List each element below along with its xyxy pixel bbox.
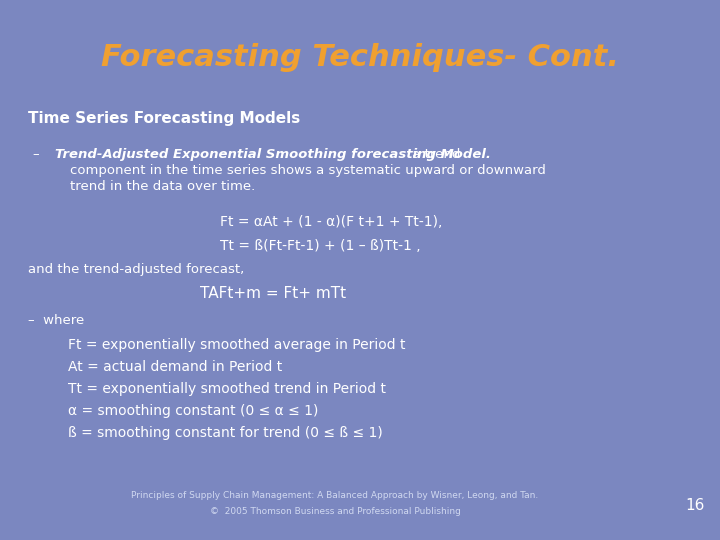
Text: ß = smoothing constant for trend (0 ≤ ß ≤ 1): ß = smoothing constant for trend (0 ≤ ß … xyxy=(68,426,383,440)
Text: Ft = exponentially smoothed average in Period t: Ft = exponentially smoothed average in P… xyxy=(68,338,405,352)
Text: –: – xyxy=(32,148,39,161)
Text: Ft = αAt + (1 - α)(F t+1 + Tt-1),: Ft = αAt + (1 - α)(F t+1 + Tt-1), xyxy=(220,215,442,229)
Text: Forecasting Techniques- Cont.: Forecasting Techniques- Cont. xyxy=(101,44,619,72)
Text: Principles of Supply Chain Management: A Balanced Approach by Wisner, Leong, and: Principles of Supply Chain Management: A… xyxy=(131,491,539,501)
Text: At = actual demand in Period t: At = actual demand in Period t xyxy=(68,360,282,374)
Text: 16: 16 xyxy=(685,497,705,512)
Text: Time Series Forecasting Models: Time Series Forecasting Models xyxy=(28,111,300,125)
Text: trend in the data over time.: trend in the data over time. xyxy=(70,180,256,193)
Text: –  where: – where xyxy=(28,314,84,327)
Text: a trend: a trend xyxy=(408,148,460,161)
Text: and the trend-adjusted forecast,: and the trend-adjusted forecast, xyxy=(28,264,244,276)
Text: ©  2005 Thomson Business and Professional Publishing: © 2005 Thomson Business and Professional… xyxy=(210,507,460,516)
Text: TAFt+m = Ft+ mTt: TAFt+m = Ft+ mTt xyxy=(200,287,346,301)
Text: Tt = exponentially smoothed trend in Period t: Tt = exponentially smoothed trend in Per… xyxy=(68,382,386,396)
Text: component in the time series shows a systematic upward or downward: component in the time series shows a sys… xyxy=(70,164,546,177)
Text: Tt = ß(Ft-Ft-1) + (1 – ß)Tt-1 ,: Tt = ß(Ft-Ft-1) + (1 – ß)Tt-1 , xyxy=(220,239,420,253)
Text: Trend-Adjusted Exponential Smoothing forecasting Model.: Trend-Adjusted Exponential Smoothing for… xyxy=(55,148,491,161)
Text: α = smoothing constant (0 ≤ α ≤ 1): α = smoothing constant (0 ≤ α ≤ 1) xyxy=(68,404,318,418)
